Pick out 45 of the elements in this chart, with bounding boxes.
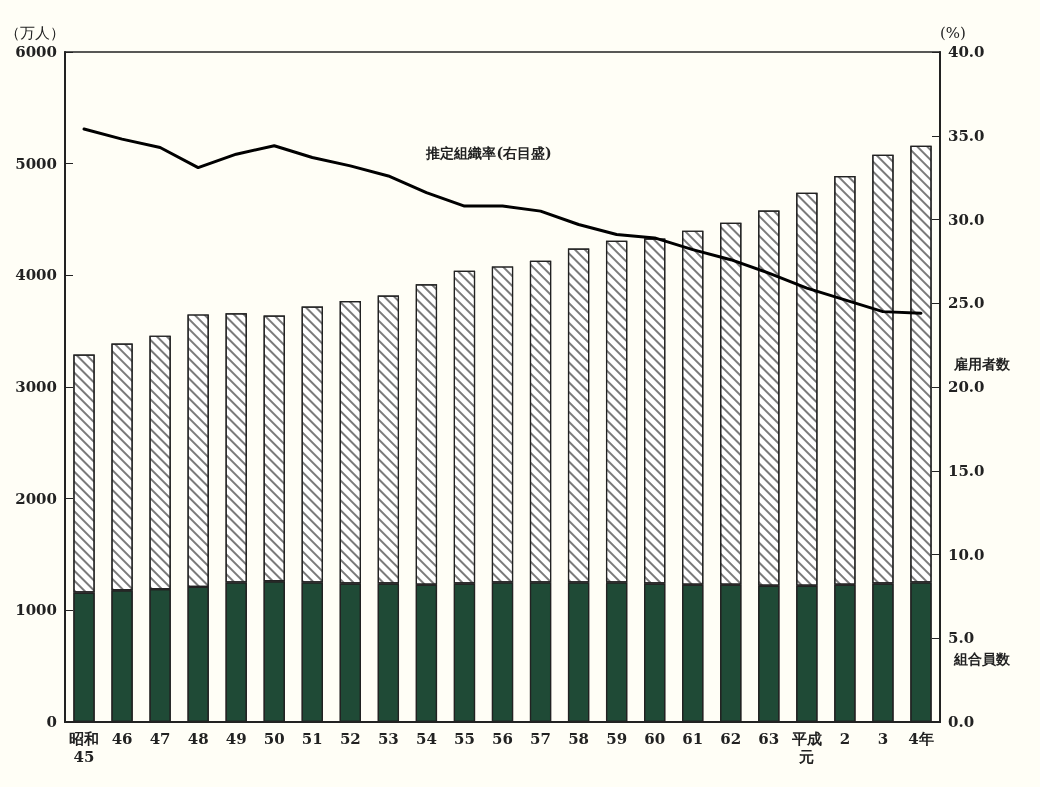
- x-tick-label: 平成元: [790, 730, 822, 766]
- y-tick-label: 5000: [15, 154, 57, 173]
- y-axis-title: （万人）: [5, 23, 65, 42]
- x-tick-label: 57: [530, 730, 551, 748]
- x-tick-label: 54: [415, 730, 437, 748]
- y2-tick-label: 35.0: [948, 126, 985, 145]
- text: 推定組織率(右目盛): [425, 144, 552, 161]
- x-tick-label: 53: [377, 730, 399, 748]
- x-tick-label: 49: [225, 730, 247, 748]
- x-tick-label: 50: [263, 730, 285, 748]
- x-tick-label: 2: [839, 730, 851, 748]
- x-tick-label: 48: [187, 730, 209, 748]
- x-tick-label: 62: [720, 730, 742, 748]
- x-tick-label: 56: [492, 730, 513, 748]
- series-label: 雇用者数: [952, 356, 1011, 373]
- x-tick-label: 47: [149, 730, 171, 748]
- y2-axis-title: (%): [940, 23, 966, 42]
- x-tick-label: 46: [111, 730, 133, 748]
- y-tick-label: 3000: [15, 378, 57, 396]
- y2-tick-label: 30.0: [948, 210, 985, 229]
- y-tick-label: 4000: [15, 266, 57, 285]
- x-tick-label: 59: [606, 730, 628, 748]
- x-tick-label: 55: [454, 730, 475, 748]
- x-tick-label: 3: [877, 730, 889, 748]
- x-tick-label: 昭和45: [69, 730, 100, 766]
- y2-tick-label: 20.0: [948, 378, 985, 396]
- x-tick-label: 61: [682, 730, 704, 748]
- x-tick-label: 52: [339, 730, 361, 748]
- y2-tick-label: 40.0: [948, 43, 985, 61]
- x-tick-label: 51: [301, 730, 323, 748]
- y-tick-label: 6000: [15, 43, 57, 61]
- line-series: [82, 127, 923, 315]
- y2-tick-label: 25.0: [948, 294, 985, 313]
- y-tick-label: 0: [46, 713, 57, 731]
- x-tick-label: 4年: [908, 730, 934, 748]
- y2-tick-label: 15.0: [948, 461, 985, 480]
- y2-tick-label: 0.0: [948, 713, 975, 731]
- y-tick-label: 1000: [15, 601, 57, 620]
- y-tick-label: 2000: [15, 489, 57, 508]
- x-tick-label: 60: [644, 730, 666, 748]
- x-tick-label: 63: [758, 730, 780, 748]
- x-tick-label: 58: [568, 730, 590, 748]
- y2-tick-label: 5.0: [948, 629, 975, 648]
- y2-tick-label: 10.0: [948, 545, 985, 564]
- series-label: 組合員数: [952, 651, 1011, 668]
